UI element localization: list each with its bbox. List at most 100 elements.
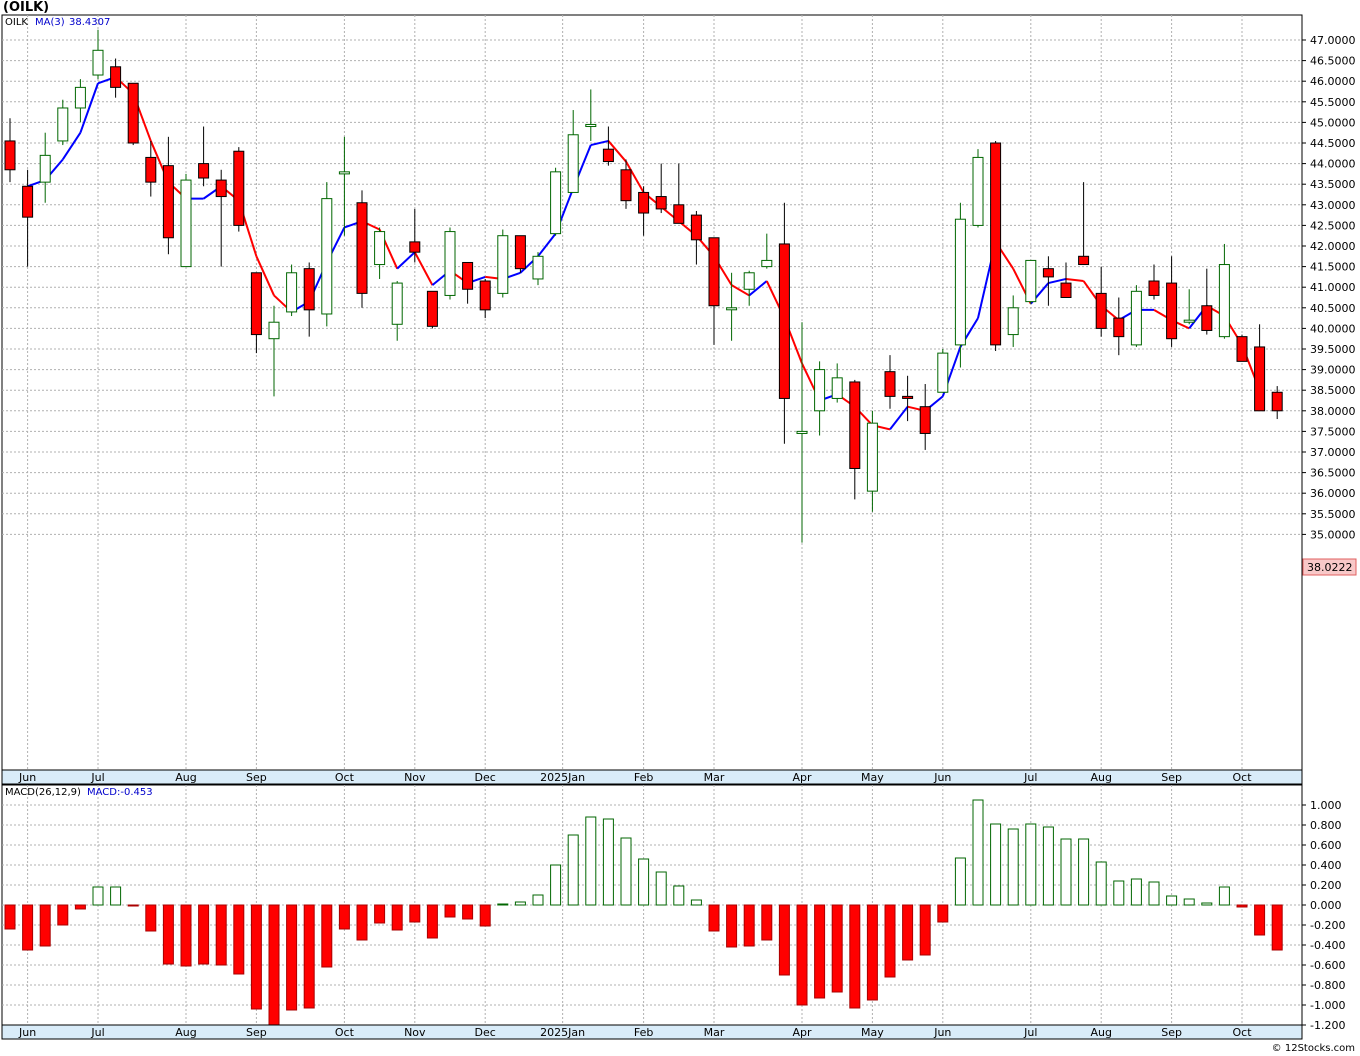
candle-body	[602, 148, 614, 163]
candle-body	[655, 196, 667, 210]
macd-x-label: Sep	[1161, 1026, 1182, 1039]
macd-bar	[145, 904, 157, 932]
candle	[198, 126, 210, 187]
macd-tick-label: 0.800	[1310, 819, 1342, 832]
candle	[92, 29, 104, 80]
price-tick-label: 35.0000	[1310, 528, 1356, 541]
macd-bar	[638, 858, 650, 906]
price-tick-label: 41.5000	[1310, 261, 1356, 274]
candle-body	[726, 307, 738, 311]
price-x-label: Oct	[335, 771, 355, 784]
macd-bar	[250, 904, 262, 1010]
macd-bar	[972, 799, 984, 906]
candle-body	[1095, 292, 1107, 329]
candle	[1148, 264, 1160, 300]
macd-x-label: Jun	[933, 1026, 951, 1039]
macd-bar	[1113, 880, 1125, 906]
candle	[954, 202, 966, 368]
candle-body	[567, 134, 579, 193]
candle	[444, 227, 456, 300]
macd-bar	[374, 904, 386, 924]
price-tick-label: 44.5000	[1310, 137, 1356, 150]
candle-body	[321, 198, 333, 315]
candle-body	[180, 179, 192, 268]
macd-bar	[57, 904, 69, 926]
price-tick-label: 39.0000	[1310, 364, 1356, 377]
price-x-label: Jun	[18, 771, 36, 784]
price-x-label: Jul	[1023, 771, 1037, 784]
macd-bar	[391, 904, 403, 931]
candle-body	[426, 290, 438, 327]
candle	[409, 208, 421, 263]
ma-segment	[1048, 277, 1067, 285]
ma-segment	[255, 255, 275, 296]
macd-bar	[1218, 886, 1230, 906]
candle	[233, 147, 245, 232]
macd-x-label: 2025Jan	[540, 1026, 585, 1039]
price-tick-label: 45.0000	[1310, 116, 1356, 129]
macd-bar	[902, 904, 914, 961]
macd-bar	[497, 903, 509, 906]
macd-legend-label: MACD(26,12,9)	[5, 787, 81, 798]
symbol-label: OILK	[5, 17, 28, 28]
candle	[761, 233, 773, 269]
candle-body	[1166, 282, 1178, 340]
ma-segment	[748, 280, 768, 297]
candle	[567, 110, 579, 193]
macd-bar	[39, 904, 51, 947]
macd-bar	[233, 904, 245, 975]
candle	[1166, 256, 1178, 347]
candle	[866, 410, 878, 512]
candle	[638, 186, 650, 236]
candle-body	[1201, 305, 1213, 331]
candle-body	[127, 82, 139, 144]
candle	[127, 82, 139, 146]
candle	[884, 355, 896, 409]
candle-body	[57, 107, 69, 142]
candle-body	[831, 377, 843, 399]
candle	[814, 361, 826, 436]
macd-panel: 1.000 0.800 0.600 0.400 0.200 0.000 -0.200 -0.4…	[1, 784, 1345, 1040]
macd-x-label: Oct	[335, 1026, 355, 1039]
macd-tick-label: -0.600	[1310, 959, 1345, 972]
ma-segment	[396, 251, 416, 270]
ticker-label: (OILK)	[3, 0, 49, 15]
candle	[550, 167, 562, 236]
macd-bar	[1236, 904, 1248, 908]
macd-x-label: Aug	[175, 1026, 196, 1039]
macd-bar	[532, 894, 544, 906]
candle-body	[356, 202, 368, 294]
ma-segment	[590, 139, 609, 147]
candle	[39, 132, 51, 203]
candle-body	[268, 321, 280, 340]
candle	[796, 322, 808, 543]
ma-segment	[607, 140, 627, 163]
macd-bar	[286, 904, 298, 1011]
ma-segment	[79, 82, 99, 134]
macd-bar	[444, 904, 456, 918]
candle	[585, 89, 597, 141]
macd-bar	[1095, 861, 1107, 906]
candle	[902, 375, 914, 422]
macd-bar	[1183, 898, 1195, 906]
macd-x-label: Jul	[1023, 1026, 1037, 1039]
candle-body	[110, 66, 122, 88]
price-panel: 47.0000 46.5000 46.0000 45.5000 45.0000 44.50…	[1, 14, 1356, 785]
macd-x-label: Jul	[90, 1026, 104, 1039]
candle	[215, 169, 227, 267]
candle-body	[74, 86, 86, 109]
candle	[391, 281, 403, 341]
candle-body	[585, 123, 597, 128]
price-tick-label: 46.5000	[1310, 55, 1356, 68]
macd-bar	[602, 818, 614, 906]
candle-body	[866, 422, 878, 492]
watermark: © 12Stocks.com	[1272, 1043, 1355, 1054]
candle-body	[215, 179, 227, 198]
candle-body	[761, 259, 773, 268]
price-tick-label: 41.0000	[1310, 281, 1356, 294]
macd-bar	[1007, 828, 1019, 906]
price-tick-label: 37.5000	[1310, 425, 1356, 438]
candle	[1060, 262, 1072, 298]
price-tick-label: 43.0000	[1310, 199, 1356, 212]
candle	[1042, 256, 1054, 306]
